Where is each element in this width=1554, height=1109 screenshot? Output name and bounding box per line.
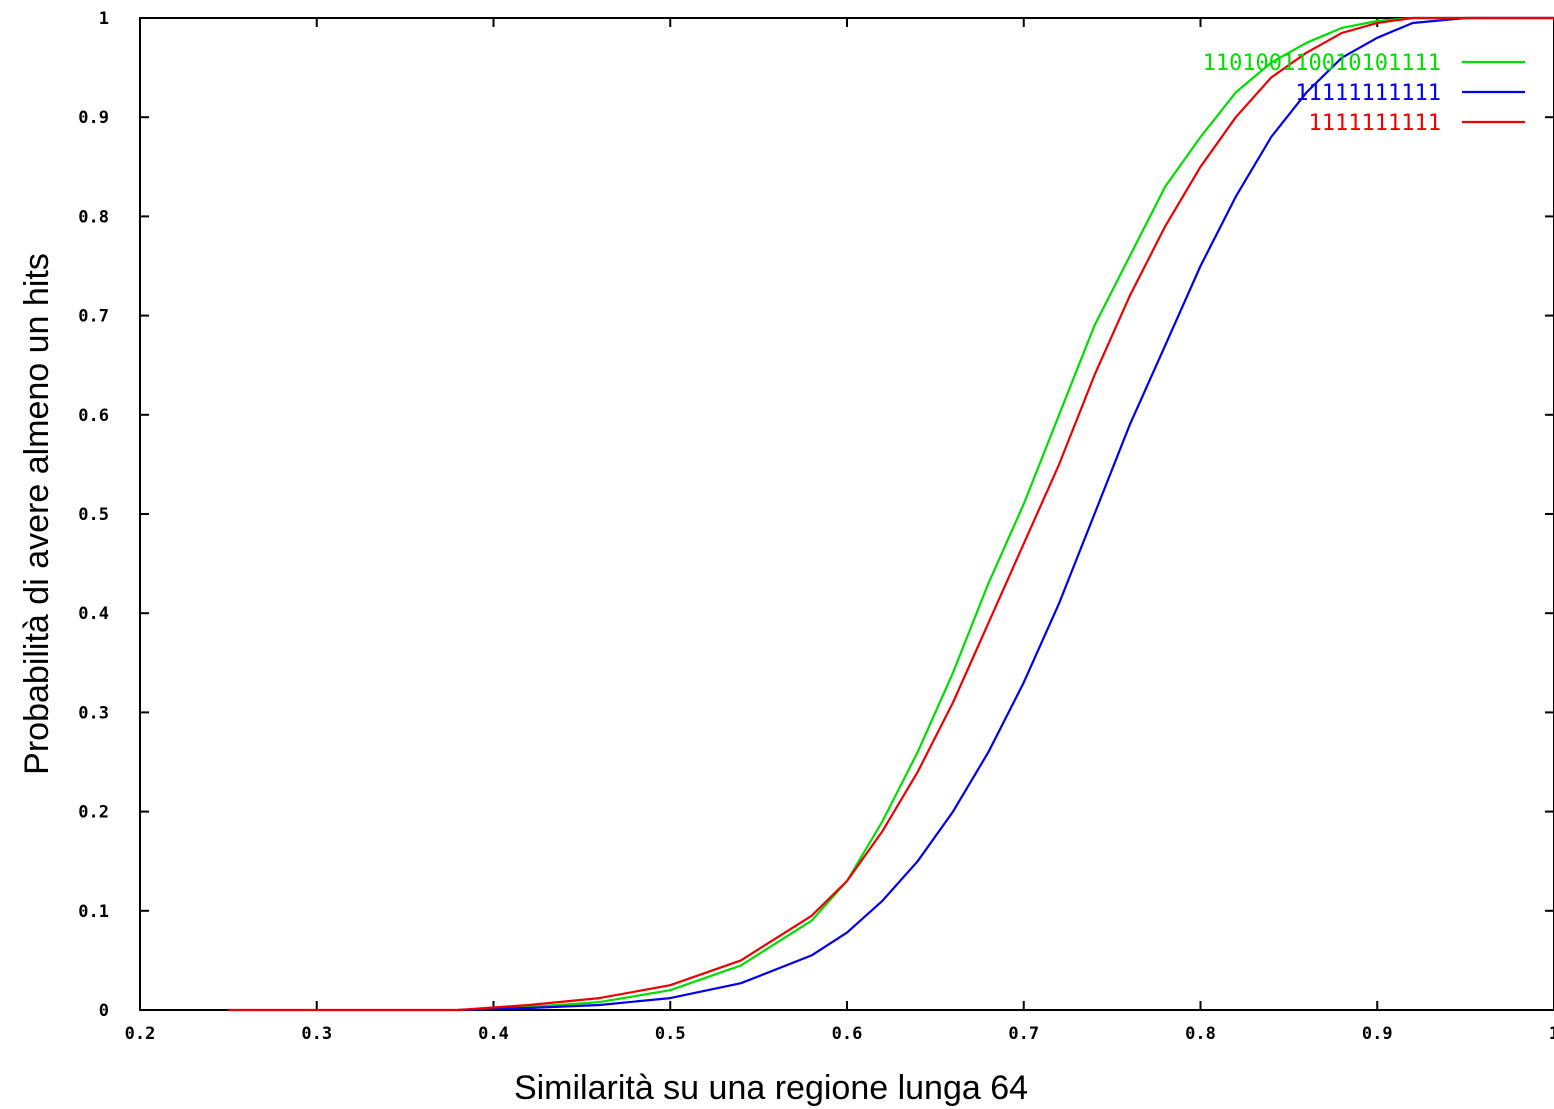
y-tick-label: 0.9 [78,108,109,128]
y-tick-label: 0.7 [78,307,109,327]
x-tick-label: 0.5 [655,1024,686,1044]
legend-label-2: 11111111111 [1295,81,1441,106]
x-axis-title: Similarità su una regione lunga 64 [514,1069,1028,1107]
y-tick-label: 0.2 [78,803,109,823]
y-axis-title: Probabilità di avere almeno un hits [18,253,56,775]
series-line-3 [228,16,1554,1012]
x-tick-label: 0.7 [1008,1024,1039,1044]
axis-ticks: 0.2 0.3 0.4 0.5 0.6 0.7 0.8 0.9 1 0 0.1 0.2 0.3 0.4 0.… [78,9,1554,1044]
plot-area [139,17,1554,1011]
series-lines [228,16,1554,1012]
y-tick-label: 0.5 [78,505,109,525]
x-tick-label: 0.2 [125,1024,156,1044]
y-tick-label: 0.6 [78,406,109,426]
x-tick-label: 0.4 [478,1024,509,1044]
y-tick-label: 0.1 [78,902,109,922]
x-tick-label: 0.6 [832,1024,863,1044]
y-tick-label: 0.3 [78,703,109,723]
series-line-1 [458,16,1554,1012]
x-tick-label: 1 [1549,1024,1554,1044]
x-tick-label: 0.8 [1185,1024,1216,1044]
series-line-2 [458,16,1554,1012]
y-tick-label: 0 [99,1001,109,1021]
legend-label-1: 110100110010101111 [1203,51,1441,76]
x-tick-label: 0.3 [301,1024,332,1044]
x-tick-label: 0.9 [1362,1024,1393,1044]
y-tick-label: 0.8 [78,207,109,227]
y-tick-label: 1 [99,9,109,29]
legend-label-3: 1111111111 [1309,111,1441,136]
y-tick-label: 0.4 [78,604,109,624]
